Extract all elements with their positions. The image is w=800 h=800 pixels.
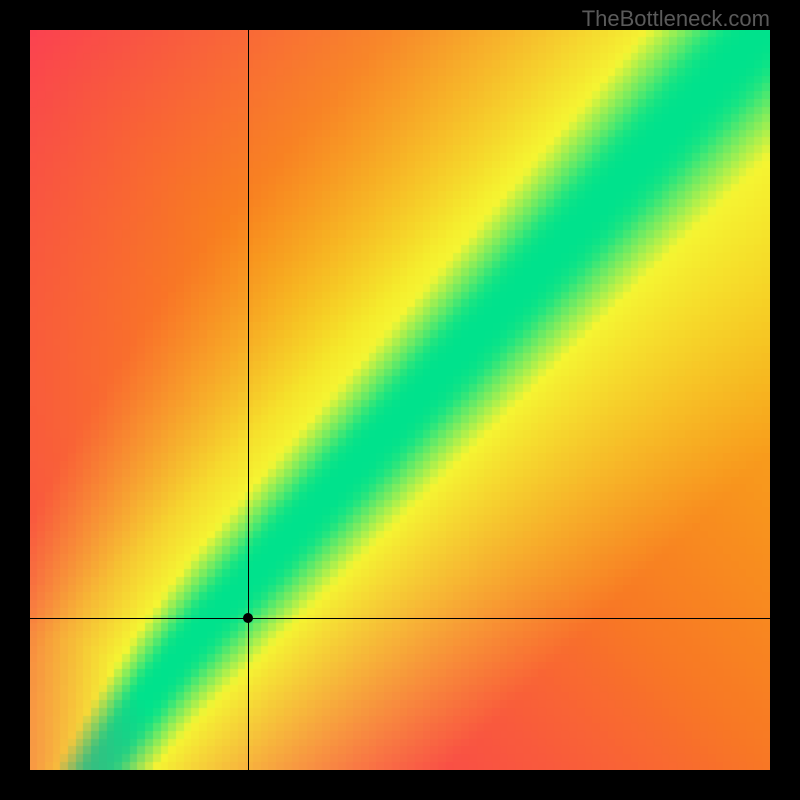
heatmap-plot	[30, 30, 770, 770]
crosshair-horizontal	[30, 618, 770, 619]
heatmap-canvas	[30, 30, 770, 770]
marker-dot	[243, 613, 253, 623]
crosshair-vertical	[248, 30, 249, 770]
watermark-text: TheBottleneck.com	[582, 6, 770, 32]
